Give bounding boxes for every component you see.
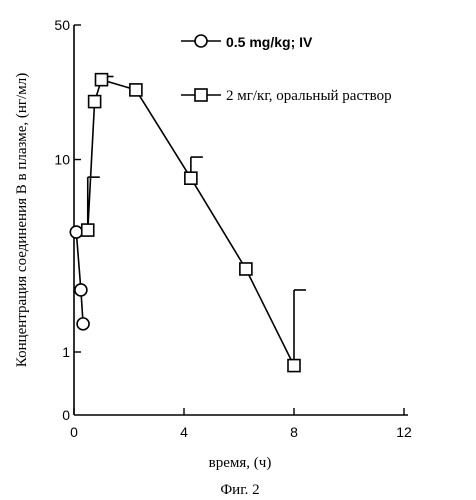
series-1-point-1 (89, 96, 101, 108)
series-1-point-4 (185, 172, 197, 184)
legend: 0.5 mg/kg; IV 2 мг/кг, оральный раствор (181, 34, 392, 104)
y-tick-label-1: 10 (54, 152, 70, 168)
x-tick-label-2: 8 (290, 424, 298, 440)
series-0-point-0 (70, 226, 82, 238)
y-tick-labels: 501010 (54, 17, 70, 423)
series-lines (76, 80, 294, 366)
series-0-point-2 (77, 318, 89, 330)
ticks (74, 25, 404, 415)
y-axis-label: Концентрация соединения B в плазме, (нг/… (14, 73, 30, 367)
series-1-point-5 (240, 263, 252, 275)
legend-item-oral: 2 мг/кг, оральный раствор (181, 88, 392, 104)
legend-item-iv: 0.5 mg/kg; IV (181, 34, 313, 50)
legend-oral-label: 2 мг/кг, оральный раствор (226, 88, 392, 104)
series-markers (70, 74, 300, 372)
x-axis-label: время, (ч) (209, 455, 272, 471)
x-tick-label-3: 12 (396, 424, 412, 440)
figure-caption: Фиг. 2 (220, 482, 259, 498)
series-1-point-6 (288, 360, 300, 372)
series-1-point-3 (130, 84, 142, 96)
series-1-point-0 (82, 224, 94, 236)
series-0-line (76, 232, 83, 324)
legend-oral-marker (195, 89, 207, 101)
series-1-line (88, 80, 294, 366)
y-tick-label-3: 0 (62, 407, 70, 423)
y-tick-label-0: 50 (54, 17, 70, 33)
series-0-point-1 (75, 284, 87, 296)
x-tick-label-0: 0 (70, 424, 78, 440)
x-tick-label-1: 4 (180, 424, 188, 440)
legend-iv-label: 0.5 mg/kg; IV (226, 34, 313, 50)
x-tick-labels: 0 4 8 12 (70, 424, 412, 440)
legend-iv-marker (195, 35, 207, 47)
series-1-point-2 (96, 74, 108, 86)
y-tick-label-2: 1 (62, 344, 70, 360)
axes (74, 25, 408, 415)
